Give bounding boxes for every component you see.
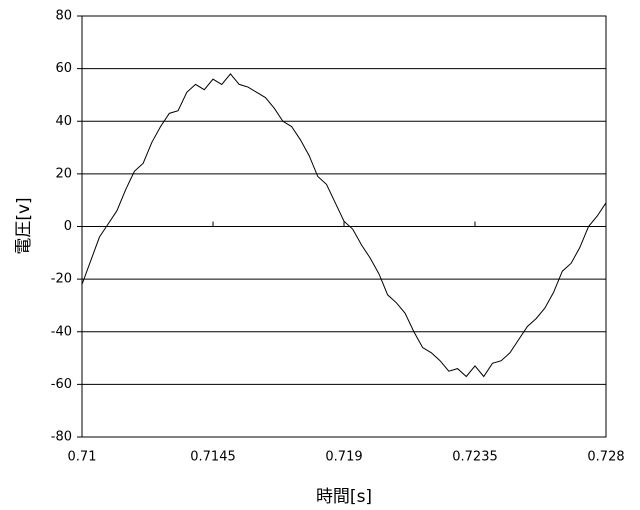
data-line bbox=[81, 73, 607, 378]
y-tick-label: 40 bbox=[55, 114, 72, 129]
y-tick-label: 0 bbox=[64, 219, 72, 234]
x-tick-label: 0.7145 bbox=[190, 450, 236, 465]
y-tick-label: -80 bbox=[51, 430, 72, 445]
x-tick-label: 0.719 bbox=[325, 450, 362, 465]
x-tick-label: 0.728 bbox=[587, 450, 624, 465]
x-tick-label: 0.7235 bbox=[452, 450, 498, 465]
x-axis-title: 時間[s] bbox=[316, 487, 372, 507]
y-tick-label: 80 bbox=[55, 9, 72, 24]
y-tick-label: -40 bbox=[51, 324, 72, 339]
y-tick-label: -20 bbox=[51, 272, 72, 287]
y-axis-title: 電圧[v] bbox=[14, 197, 34, 254]
x-tick-label: 0.71 bbox=[68, 450, 97, 465]
y-tick-label: 60 bbox=[55, 61, 72, 76]
y-tick-label: -60 bbox=[51, 377, 72, 392]
y-tick-label: 20 bbox=[55, 166, 72, 181]
